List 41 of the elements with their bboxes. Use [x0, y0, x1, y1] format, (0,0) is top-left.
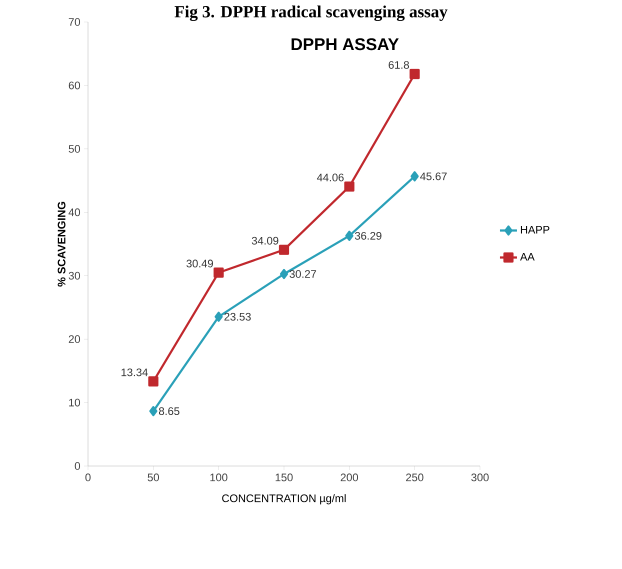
x-tick-label: 200	[340, 474, 358, 482]
y-tick-label: 10	[69, 398, 80, 406]
data-label: 8.65	[158, 407, 180, 416]
data-label: 34.09	[252, 236, 278, 245]
y-tick-label: 0	[74, 462, 80, 470]
point	[410, 171, 419, 182]
x-tick-label: 50	[148, 474, 159, 482]
y-tick-label: 50	[68, 144, 80, 153]
data-label: 23.53	[224, 312, 251, 321]
data-label: 61.8	[388, 61, 409, 69]
legend-label: HAPP	[520, 226, 550, 234]
data-label: 44.06	[316, 174, 344, 182]
y-tick-label: 20	[68, 335, 80, 344]
y-tick-label: 40	[68, 208, 80, 216]
x-tick-label: 100	[210, 474, 228, 482]
y-tick-label: 60	[68, 82, 80, 90]
point	[410, 68, 420, 80]
x-tick-label: 300	[471, 474, 489, 482]
data-label: 30.49	[186, 260, 213, 268]
data-label: 30.27	[290, 270, 316, 278]
legend-label: AA	[520, 253, 535, 261]
point	[214, 268, 224, 278]
data-label: 13.34	[122, 368, 148, 376]
x-tick-label: 250	[406, 474, 424, 482]
x-tick-label: 0	[85, 474, 91, 482]
text: DPPH ASSAY	[292, 38, 399, 50]
y-tick-label: 70	[68, 18, 80, 26]
point	[149, 406, 158, 416]
y-axis-title: % SCAVENGING	[58, 202, 66, 287]
point	[345, 230, 354, 241]
point	[278, 244, 290, 255]
point	[344, 181, 354, 192]
point	[148, 376, 158, 386]
x-axis-title: CONCENTRATION µg/ml	[222, 494, 346, 504]
y-tick-label: 30	[68, 272, 80, 280]
point	[280, 268, 288, 280]
data-label: 36.29	[354, 232, 382, 240]
chart-title: Fig 3. DPPH radical scavenging assay	[174, 6, 448, 22]
point	[214, 312, 223, 322]
data-label: 45.67	[420, 172, 447, 180]
x-tick-label: 150	[276, 474, 293, 482]
